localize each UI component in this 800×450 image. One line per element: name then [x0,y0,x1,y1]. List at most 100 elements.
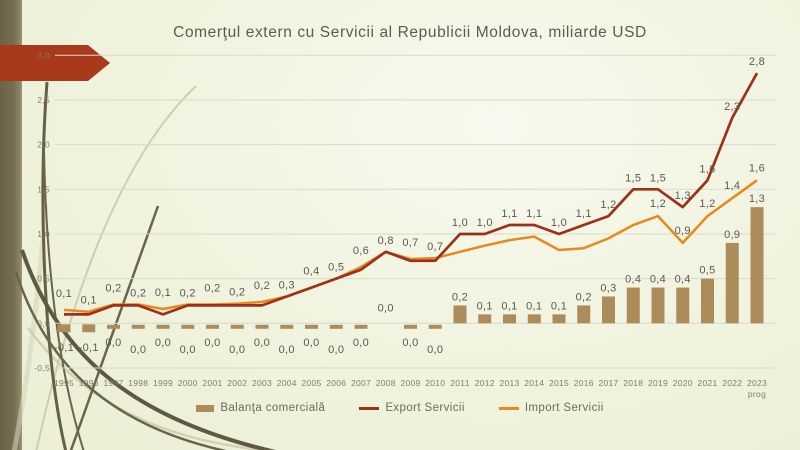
bar-data-label: 0,0 [229,344,245,356]
y-tick-label: 2,0 [37,140,50,150]
export-data-label: 1,2 [600,199,616,211]
x-tick-label: 1995 [54,378,74,388]
export-data-label: 2,3 [724,101,740,113]
balance-bar [577,305,591,324]
balance-bar [280,324,294,329]
legend-item-export: Export Servicii [359,402,465,414]
balance-bar [329,324,343,329]
legend-label-balanta: Balanţa comercială [220,402,326,414]
x-tick-label: 2001 [202,378,222,388]
x-tick-note: prog [748,389,766,399]
balance-bar [651,287,665,324]
legend-label-export: Export Servicii [385,402,465,414]
bar-data-label: 0,0 [279,344,295,356]
bar-data-label: 0,1 [501,300,517,312]
x-tick-label: 1999 [153,378,173,388]
export-data-label: 0,1 [56,288,72,300]
export-data-label: 1,0 [551,217,567,229]
x-tick-label: 2015 [549,378,569,388]
balance-bar [602,296,615,324]
bar-data-label: 0,0 [303,337,319,349]
export-data-label: 1,5 [650,172,666,184]
balance-bar [701,278,714,324]
bar-data-label: 0,0 [254,337,270,349]
balance-bar [131,324,145,329]
chart-title: Comerţul extern cu Servicii al Republici… [173,24,647,41]
export-data-label: 0,7 [402,237,418,249]
bar-data-label: 0,5 [699,265,715,277]
x-tick-label: 2020 [673,378,693,388]
grass-curve-dark [41,81,68,450]
y-tick-label: 0,0 [37,318,50,328]
x-tick-label: 1997 [103,378,123,388]
x-tick-label: 2007 [351,378,371,388]
bar-data-label: 0,0 [378,302,394,314]
bar-data-label: 0,0 [155,337,171,349]
y-tick-label: 0,5 [37,274,50,284]
x-tick-label: 2021 [697,378,717,388]
export-data-label: 1,0 [477,217,493,229]
y-tick-label: 3,0 [37,50,50,60]
legend-swatch-export-line [359,406,380,410]
import-data-label: 1,6 [749,162,765,174]
balance-bar [354,324,368,329]
bar-data-label: 0,1 [477,300,493,312]
balance-bar [230,324,244,329]
x-tick-label: 2019 [648,378,668,388]
export-data-label: 1,1 [526,208,542,220]
x-tick-label: 1996 [79,378,99,388]
balance-bar [305,324,318,329]
x-tick-label: 2013 [499,378,519,388]
export-data-label: 0,2 [254,280,270,292]
balance-bar [404,324,417,329]
export-data-label: 1,1 [501,208,517,220]
y-tick-label: 1,5 [37,184,50,194]
balance-bar [676,287,690,324]
bar-data-label: 0,4 [625,274,641,286]
export-data-label: 0,6 [353,245,369,257]
bar-data-label: 0,0 [180,344,196,356]
x-tick-label: 2002 [227,378,247,388]
bar-data-label: 0,2 [452,291,468,303]
balance-bar [156,324,170,329]
grass-curve-light [35,85,197,450]
export-data-label: 0,7 [427,241,443,253]
x-tick-label: 2014 [524,378,544,388]
grass-curve-dark [14,271,228,450]
export-data-label: 1,6 [699,163,715,175]
import-line [63,179,758,313]
bar-data-label: 0,0 [427,344,443,356]
import-data-label: 0,9 [675,225,691,237]
export-data-label: 0,2 [105,283,121,295]
export-data-label: 0,8 [378,235,394,247]
import-data-label: 1,2 [699,198,715,210]
x-tick-label: 2003 [252,378,272,388]
grass-curve-dark [43,149,85,450]
x-tick-label: 1998 [128,378,148,388]
x-tick-label: 2012 [475,378,495,388]
y-tick-label: -0,5 [34,363,50,373]
y-tick-label: 2,5 [37,95,50,105]
x-tick-label: 2008 [376,378,396,388]
export-data-label: 1,5 [625,172,641,184]
bar-data-label: 0,4 [650,274,666,286]
bar-data-label: 1,3 [749,193,765,205]
x-tick-label: 2005 [301,378,321,388]
balance-bar [107,324,120,329]
bar-data-label: 0,4 [675,274,691,286]
export-line [64,72,759,316]
grass-curve-dark [20,249,277,450]
x-tick-label: 2016 [574,378,594,388]
balance-bar [453,305,467,324]
x-tick-label: 2018 [623,378,643,388]
y-tick-label: 1,0 [37,229,50,239]
import-data-label: 1,2 [650,198,666,210]
legend-item-balanta: Balanţa comercială [196,402,325,414]
export-data-label: 1,3 [675,190,691,202]
balance-bar [750,207,764,324]
bar-data-label: 0,1 [526,300,542,312]
x-tick-label: 2023 [747,378,767,388]
bar-data-label: 0,1 [551,300,567,312]
